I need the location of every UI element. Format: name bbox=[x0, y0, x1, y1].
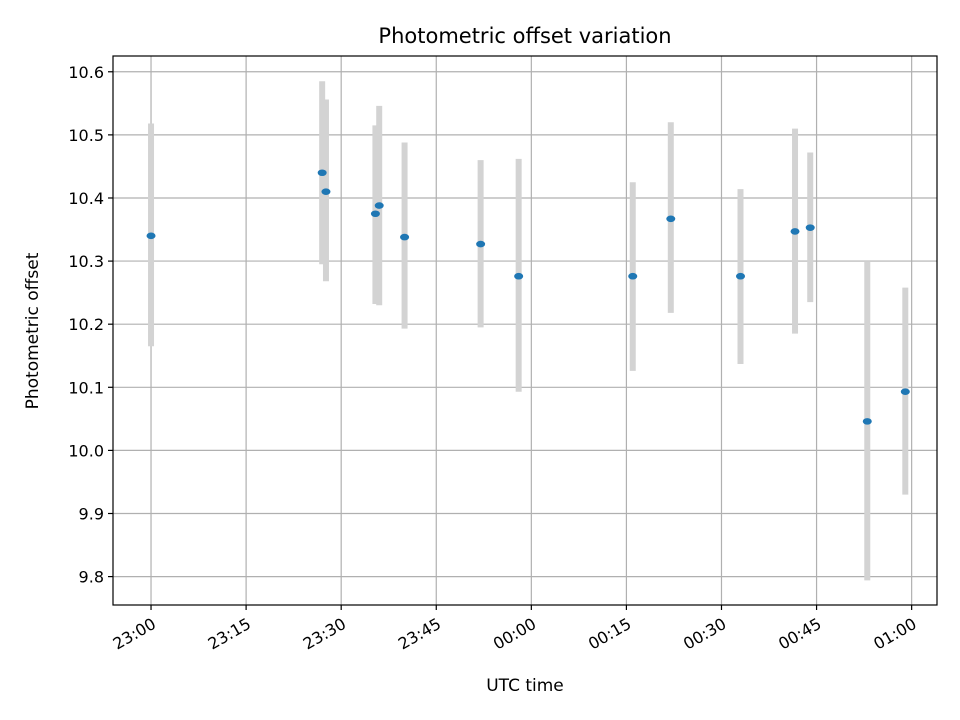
y-tick-label: 10.2 bbox=[68, 315, 104, 334]
y-tick-label: 10.4 bbox=[68, 189, 104, 208]
data-point bbox=[476, 240, 486, 248]
data-point bbox=[900, 388, 910, 396]
y-tick-label: 9.8 bbox=[79, 568, 104, 587]
data-point bbox=[146, 232, 156, 240]
data-point bbox=[736, 272, 746, 280]
y-tick-label: 10.0 bbox=[68, 441, 104, 460]
data-point bbox=[374, 202, 384, 209]
data-point bbox=[370, 210, 380, 218]
data-point bbox=[790, 228, 800, 235]
data-points bbox=[146, 169, 910, 425]
data-point bbox=[805, 224, 815, 231]
y-tick-label: 10.5 bbox=[68, 126, 104, 145]
y-tick-label: 10.1 bbox=[68, 378, 104, 397]
data-point bbox=[666, 215, 676, 223]
y-tick-label: 10.6 bbox=[68, 63, 104, 82]
data-point bbox=[321, 188, 331, 195]
y-axis-label: Photometric offset bbox=[23, 252, 43, 409]
y-axis-ticks: 9.8 9.9 10.0 10.1 10.2 10.3 10.4 10.5 10.6 bbox=[68, 63, 113, 587]
y-tick-label: 9.9 bbox=[79, 505, 104, 524]
data-point bbox=[514, 272, 524, 280]
y-tick-label: 10.3 bbox=[68, 252, 104, 271]
chart-title: Photometric offset variation bbox=[378, 24, 671, 48]
data-point bbox=[628, 272, 638, 280]
data-point bbox=[317, 169, 327, 177]
data-point bbox=[862, 418, 872, 425]
data-point bbox=[400, 233, 410, 241]
grid bbox=[113, 56, 937, 605]
plot-frame bbox=[112, 55, 938, 606]
x-axis-label: UTC time bbox=[486, 676, 564, 696]
